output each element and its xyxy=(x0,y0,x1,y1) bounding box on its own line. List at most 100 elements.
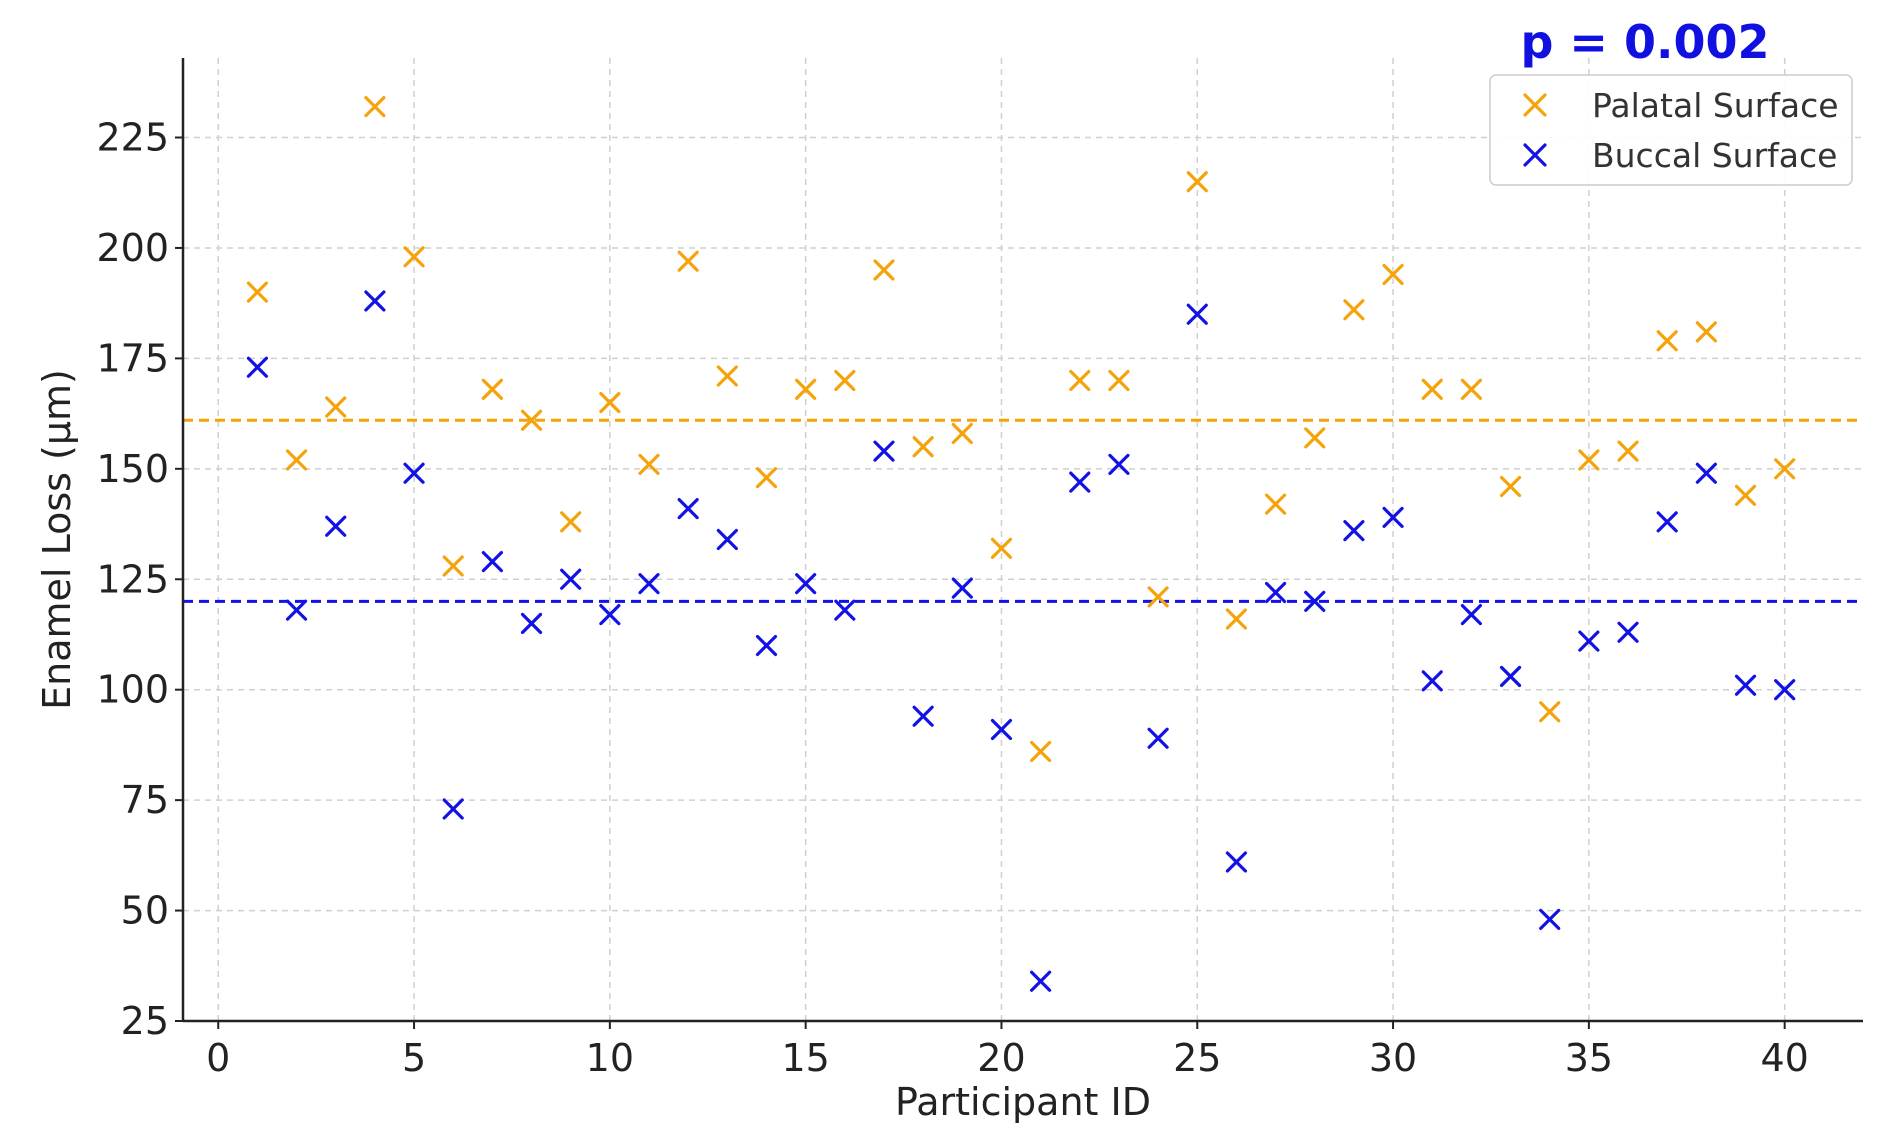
x-tick-label: 35 xyxy=(1565,1036,1613,1080)
data-point-buccal xyxy=(1421,670,1443,692)
data-point-buccal xyxy=(481,550,503,573)
x-tick-label: 5 xyxy=(402,1036,426,1080)
data-point-palatal xyxy=(1343,299,1365,321)
x-tick-label: 40 xyxy=(1760,1036,1808,1080)
data-point-palatal xyxy=(677,250,699,272)
y-tick-label: 100 xyxy=(96,668,169,712)
data-point-buccal xyxy=(1382,506,1404,529)
data-point-palatal xyxy=(716,365,738,387)
data-point-buccal xyxy=(1539,908,1561,930)
x-tick-label: 30 xyxy=(1369,1036,1417,1080)
data-point-buccal xyxy=(520,612,543,635)
legend-label-buccal: Buccal Surface xyxy=(1592,136,1837,175)
legend: Palatal Surface Buccal Surface xyxy=(1489,74,1853,186)
y-tick-label: 200 xyxy=(96,226,169,270)
legend-label-palatal: Palatal Surface xyxy=(1592,86,1839,125)
data-point-palatal xyxy=(403,246,425,268)
data-point-palatal xyxy=(795,378,817,400)
y-tick-labels: 25 50 75 100 125 150 175 200 225 xyxy=(96,116,183,1043)
grid-lines xyxy=(183,58,1863,1022)
data-point-palatal xyxy=(325,396,347,418)
data-point-buccal xyxy=(1695,462,1717,484)
data-point-palatal xyxy=(364,95,386,118)
data-point-buccal xyxy=(599,603,621,626)
data-point-buccal xyxy=(795,573,817,595)
data-point-buccal xyxy=(1460,603,1482,626)
data-point-palatal xyxy=(1695,321,1717,343)
data-point-palatal xyxy=(1656,330,1678,352)
data-point-buccal xyxy=(1499,665,1522,688)
data-point-buccal xyxy=(912,705,934,727)
x-tick-label: 10 xyxy=(586,1036,634,1080)
data-point-palatal xyxy=(1304,427,1326,449)
data-point-palatal xyxy=(1734,484,1757,506)
data-point-palatal xyxy=(873,259,895,281)
data-point-palatal xyxy=(1030,740,1052,763)
x-tick-label: 25 xyxy=(1173,1036,1221,1080)
data-point-palatal xyxy=(1499,475,1522,498)
data-points xyxy=(246,95,1796,992)
x-tick-label: 0 xyxy=(206,1036,230,1080)
data-point-buccal xyxy=(951,577,973,599)
data-point-buccal xyxy=(755,634,778,657)
x-axis-label: Participant ID xyxy=(895,1080,1151,1124)
mean-lines xyxy=(183,418,1863,603)
data-point-buccal xyxy=(1343,520,1365,542)
data-point-buccal xyxy=(638,573,660,595)
data-point-buccal xyxy=(1069,471,1091,493)
p-value-annotation: p = 0.002 xyxy=(1520,15,1769,69)
data-point-palatal xyxy=(755,467,778,489)
x-tick-label: 15 xyxy=(781,1036,829,1080)
data-point-buccal xyxy=(364,290,386,312)
data-point-palatal xyxy=(1539,701,1561,723)
data-point-palatal xyxy=(1225,608,1248,630)
data-point-palatal xyxy=(1578,449,1600,471)
data-point-palatal xyxy=(1460,378,1482,400)
data-point-buccal xyxy=(1186,303,1208,325)
legend-marker xyxy=(1523,143,1547,167)
y-tick-label: 175 xyxy=(96,336,169,380)
data-point-palatal xyxy=(481,378,503,400)
legend-box xyxy=(1489,74,1853,186)
y-tick-label: 150 xyxy=(96,447,169,491)
data-point-buccal xyxy=(677,497,699,520)
data-point-palatal xyxy=(599,391,621,414)
data-point-buccal xyxy=(1264,581,1287,604)
data-point-buccal xyxy=(403,462,425,484)
data-point-palatal xyxy=(246,281,269,303)
data-point-palatal xyxy=(285,449,308,471)
data-point-palatal xyxy=(951,422,973,445)
data-point-buccal xyxy=(1304,590,1326,612)
data-point-palatal xyxy=(560,511,582,533)
legend-marker-buccal xyxy=(1523,143,1547,167)
data-point-buccal xyxy=(1617,621,1639,643)
data-point-buccal xyxy=(873,440,895,462)
data-point-palatal xyxy=(638,453,660,476)
data-point-buccal xyxy=(1578,630,1600,652)
data-point-buccal xyxy=(285,599,308,621)
data-point-buccal xyxy=(990,718,1013,741)
data-point-palatal xyxy=(1186,171,1208,193)
data-point-buccal xyxy=(325,515,347,537)
data-point-buccal xyxy=(1734,674,1757,696)
y-tick-label: 50 xyxy=(121,889,169,933)
data-point-buccal xyxy=(1225,851,1248,873)
data-point-buccal xyxy=(1774,679,1796,701)
data-point-palatal xyxy=(912,436,934,458)
data-point-buccal xyxy=(716,528,738,551)
data-point-palatal xyxy=(990,537,1013,559)
axes xyxy=(181,58,1863,1023)
data-point-palatal xyxy=(1108,369,1130,392)
y-tick-label: 125 xyxy=(96,557,169,601)
y-axis-label: Enamel Loss (µm) xyxy=(35,369,79,710)
data-point-buccal xyxy=(1108,453,1130,476)
data-point-palatal xyxy=(1617,440,1639,462)
data-point-buccal xyxy=(1147,727,1169,749)
data-point-palatal xyxy=(834,369,856,392)
data-point-buccal xyxy=(560,568,582,590)
data-point-palatal xyxy=(1069,369,1091,392)
y-tick-label: 25 xyxy=(121,999,169,1043)
legend-marker-palatal xyxy=(1523,93,1547,117)
data-point-palatal xyxy=(1382,263,1404,286)
